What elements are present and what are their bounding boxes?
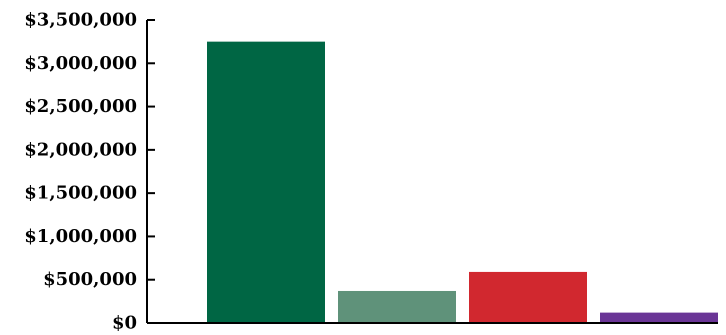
bar-1 xyxy=(207,41,325,324)
bar-3 xyxy=(469,271,587,323)
y-tick-label: $1,000,000 xyxy=(24,226,137,247)
y-tick-label: $2,500,000 xyxy=(24,96,137,117)
bar-4 xyxy=(600,312,718,323)
bar-series xyxy=(207,41,718,324)
y-tick-label: $1,500,000 xyxy=(24,183,137,204)
y-tick-label: $500,000 xyxy=(43,269,137,290)
bar-2 xyxy=(338,290,456,323)
y-axis: $0 $500,000 $1,000,000 $1,500,000 $2,000,000… xyxy=(24,10,155,334)
y-tick-label: $2,000,000 xyxy=(24,139,137,160)
y-tick-label: $0 xyxy=(112,313,137,334)
y-tick-label: $3,500,000 xyxy=(24,10,137,31)
y-tick-label: $3,000,000 xyxy=(24,53,137,74)
